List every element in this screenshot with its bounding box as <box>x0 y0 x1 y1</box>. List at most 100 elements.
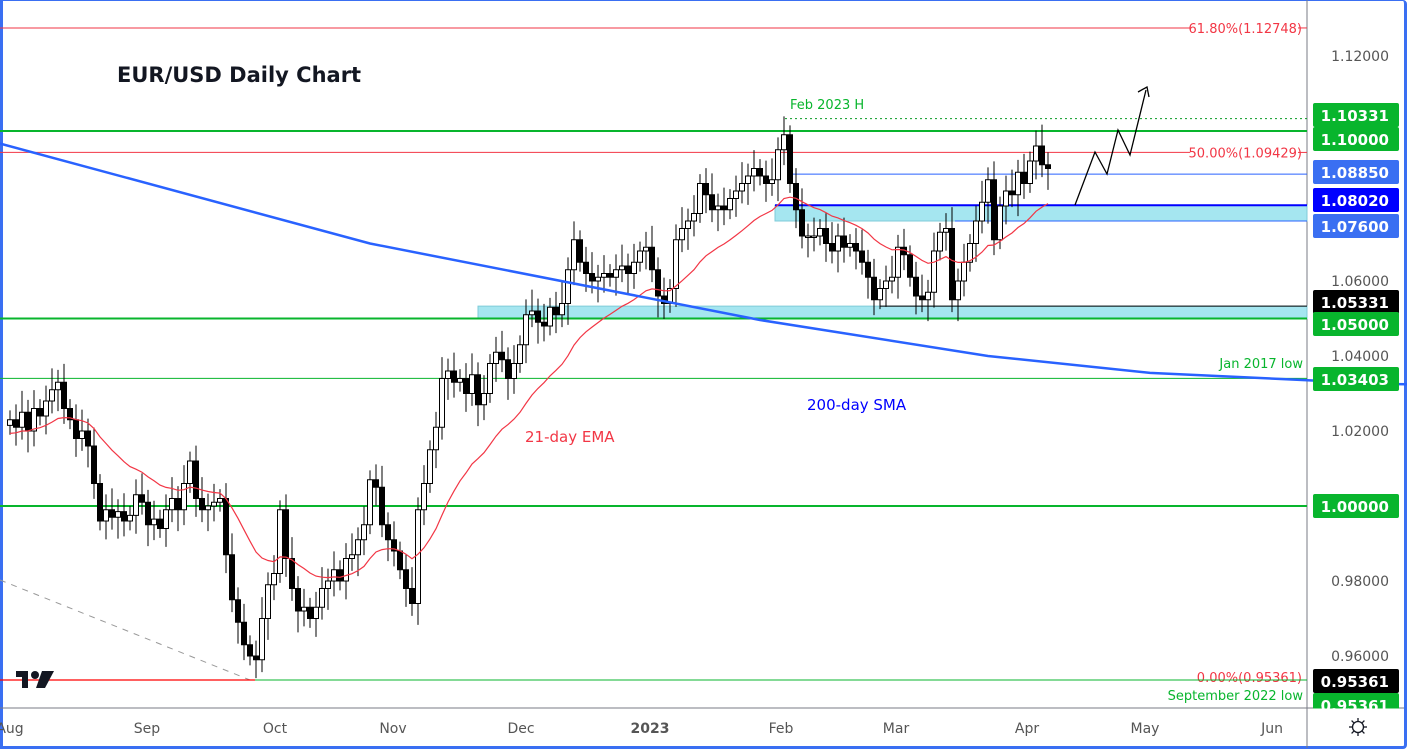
candle <box>343 543 349 600</box>
candle <box>379 465 385 538</box>
candle <box>211 483 217 522</box>
candle <box>445 358 451 400</box>
candle <box>709 173 715 223</box>
candle-body-up <box>487 363 493 394</box>
y-tick-label: 1.12000 <box>1331 49 1389 65</box>
candle-body-up <box>877 288 883 301</box>
candle <box>235 587 241 644</box>
candle-body-up <box>985 179 991 203</box>
candle <box>1045 152 1051 190</box>
sma-label: 200-day SMA <box>807 396 907 414</box>
price-label-bg <box>1313 103 1399 127</box>
candle-body-down <box>235 599 241 623</box>
price-label-text: 1.05000 <box>1321 316 1389 334</box>
candle-body-up <box>355 539 361 556</box>
candle-body-down <box>763 175 769 184</box>
candle-body-down <box>247 644 253 657</box>
candle-body-down <box>949 228 955 301</box>
price-label-bg <box>1313 188 1399 212</box>
candle <box>187 451 193 493</box>
candle-body-up <box>271 573 277 586</box>
price-label: 1.08850 <box>1313 160 1399 184</box>
candle <box>271 555 277 601</box>
candle <box>799 188 805 249</box>
price-label: 1.10331 <box>1313 103 1399 127</box>
candle-body-down <box>553 306 559 316</box>
candle <box>247 635 253 666</box>
settings-gear-icon[interactable] <box>1348 717 1368 741</box>
candle-body-up <box>301 606 307 612</box>
candle-body-up <box>637 250 643 263</box>
candle-body-down <box>283 509 289 559</box>
candle-body-down <box>505 359 511 379</box>
candle <box>205 493 211 532</box>
candle-body-down <box>799 209 805 237</box>
candle <box>685 208 691 250</box>
candle <box>523 299 529 364</box>
candle <box>787 125 793 193</box>
candle <box>841 217 847 263</box>
candle-body-down <box>451 370 457 383</box>
candle-body-down <box>625 265 631 274</box>
candle-body-up <box>361 524 367 541</box>
candle <box>1015 159 1021 217</box>
candle <box>115 499 121 539</box>
candle-body-up <box>133 494 139 516</box>
candle-body-down <box>1039 145 1045 166</box>
price-label: 1.00000 <box>1313 494 1399 518</box>
candle <box>367 470 373 535</box>
candle-body-up <box>493 351 499 364</box>
candle-body-up <box>955 280 961 301</box>
candle-body-up <box>805 235 811 238</box>
candle <box>151 500 157 541</box>
candle <box>37 399 43 426</box>
candle <box>595 264 601 303</box>
x-tick-label: Sep <box>134 721 161 737</box>
candle <box>757 159 763 186</box>
candle-body-up <box>781 134 787 151</box>
candle <box>613 254 619 296</box>
candle-body-up <box>115 511 121 518</box>
candle-body-up <box>811 235 817 238</box>
candle <box>133 479 139 534</box>
candle <box>313 591 319 637</box>
candle-body-up <box>313 606 319 619</box>
price-label-bg <box>1313 312 1399 336</box>
candle <box>13 404 19 446</box>
candle <box>85 418 91 468</box>
candle <box>439 357 445 440</box>
price-label-text: 1.03403 <box>1321 371 1389 389</box>
candle <box>505 347 511 400</box>
candle-body-up <box>691 213 697 222</box>
candle-body-up <box>481 393 487 406</box>
candle-body-up <box>559 303 565 316</box>
candle <box>541 303 547 342</box>
candle-body-up <box>979 201 985 222</box>
candle-body-up <box>613 269 619 278</box>
candle <box>871 258 877 316</box>
candle-body-down <box>649 246 655 271</box>
candle <box>253 640 259 679</box>
candle <box>631 243 637 289</box>
candle-body-up <box>163 509 169 529</box>
candle <box>811 217 817 252</box>
candle-body-up <box>1015 171 1021 196</box>
candle <box>625 253 631 295</box>
candle <box>673 224 679 307</box>
candle <box>385 512 391 562</box>
price-label-text: 1.07600 <box>1321 218 1389 236</box>
candle <box>913 261 919 315</box>
candle <box>31 390 37 447</box>
candle <box>1009 169 1015 208</box>
candle <box>565 257 571 325</box>
candle-body-down <box>1021 171 1027 184</box>
tradingview-logo[interactable] <box>16 670 56 694</box>
candle-body-down <box>175 498 181 511</box>
candle <box>97 474 103 531</box>
candle-body-down <box>991 179 997 241</box>
candle <box>865 249 871 299</box>
candle-body-up <box>367 479 373 526</box>
candle-body-up <box>715 205 721 211</box>
candle-body-up <box>7 419 13 426</box>
